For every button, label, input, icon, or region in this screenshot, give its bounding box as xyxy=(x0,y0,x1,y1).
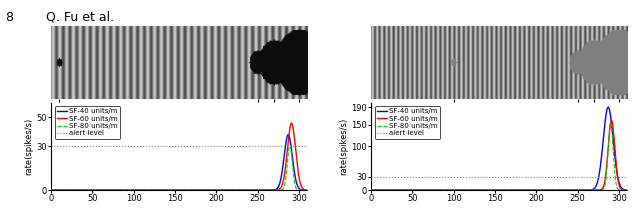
SF-60 units/m xyxy=(447,189,455,191)
SF-60 units/m xyxy=(279,180,287,183)
Y-axis label: rate(spikes/s): rate(spikes/s) xyxy=(24,118,34,175)
SF-40 units/m xyxy=(47,189,55,191)
alert level xyxy=(48,145,56,148)
Legend: SF-40 units/m, SF-60 units/m, SF-80 units/m, alert level: SF-40 units/m, SF-60 units/m, SF-80 unit… xyxy=(374,106,440,138)
SF-40 units/m xyxy=(296,188,304,191)
Legend: SF-40 units/m, SF-60 units/m, SF-80 units/m, alert level: SF-40 units/m, SF-60 units/m, SF-80 unit… xyxy=(54,106,120,138)
Line: SF-40 units/m: SF-40 units/m xyxy=(51,135,307,190)
SF-80 units/m xyxy=(607,121,614,124)
SF-40 units/m xyxy=(447,189,455,191)
SF-60 units/m xyxy=(533,189,541,191)
SF-40 units/m xyxy=(303,189,311,191)
SF-80 units/m xyxy=(303,189,311,191)
SF-40 units/m xyxy=(284,133,292,136)
SF-80 units/m xyxy=(599,188,607,191)
Y-axis label: rate(spikes/s): rate(spikes/s) xyxy=(339,118,349,175)
SF-60 units/m xyxy=(303,189,311,191)
SF-40 units/m xyxy=(623,189,631,191)
alert level xyxy=(367,176,375,178)
SF-60 units/m xyxy=(623,189,631,191)
alert level xyxy=(47,145,55,148)
SF-40 units/m xyxy=(536,189,544,191)
SF-60 units/m xyxy=(287,122,295,124)
SF-80 units/m xyxy=(623,189,631,191)
SF-40 units/m xyxy=(424,189,432,191)
Line: SF-40 units/m: SF-40 units/m xyxy=(371,107,627,190)
SF-80 units/m xyxy=(296,189,304,191)
SF-80 units/m xyxy=(286,144,294,146)
Line: SF-60 units/m: SF-60 units/m xyxy=(51,123,307,190)
SF-60 units/m xyxy=(367,189,375,191)
SF-40 units/m xyxy=(279,163,287,165)
SF-40 units/m xyxy=(104,189,112,191)
SF-80 units/m xyxy=(213,189,221,191)
SF-60 units/m xyxy=(47,189,55,191)
SF-60 units/m xyxy=(616,186,624,189)
SF-40 units/m xyxy=(604,106,612,108)
SF-80 units/m xyxy=(47,189,55,191)
SF-40 units/m xyxy=(216,189,224,191)
SF-60 units/m xyxy=(607,119,615,121)
SF-80 units/m xyxy=(216,189,224,191)
SF-80 units/m xyxy=(616,189,624,191)
SF-40 units/m xyxy=(367,189,375,191)
SF-40 units/m xyxy=(599,139,607,142)
SF-60 units/m xyxy=(296,181,304,183)
Text: 8        Q. Fu et al.: 8 Q. Fu et al. xyxy=(6,11,115,24)
SF-60 units/m xyxy=(536,189,544,191)
Line: SF-80 units/m: SF-80 units/m xyxy=(371,122,627,190)
SF-60 units/m xyxy=(213,189,221,191)
SF-80 units/m xyxy=(447,189,455,191)
SF-80 units/m xyxy=(533,189,541,191)
SF-40 units/m xyxy=(127,189,135,191)
SF-80 units/m xyxy=(424,189,432,191)
alert level xyxy=(368,176,376,178)
SF-60 units/m xyxy=(104,189,112,191)
Line: SF-60 units/m: SF-60 units/m xyxy=(371,120,627,190)
SF-60 units/m xyxy=(599,186,607,189)
SF-40 units/m xyxy=(533,189,541,191)
SF-60 units/m xyxy=(216,189,224,191)
SF-80 units/m xyxy=(104,189,112,191)
SF-80 units/m xyxy=(279,188,287,190)
SF-60 units/m xyxy=(127,189,135,191)
SF-80 units/m xyxy=(536,189,544,191)
SF-60 units/m xyxy=(424,189,432,191)
SF-80 units/m xyxy=(127,189,135,191)
SF-40 units/m xyxy=(213,189,221,191)
Line: SF-80 units/m: SF-80 units/m xyxy=(51,145,307,190)
SF-80 units/m xyxy=(367,189,375,191)
SF-40 units/m xyxy=(616,184,624,187)
